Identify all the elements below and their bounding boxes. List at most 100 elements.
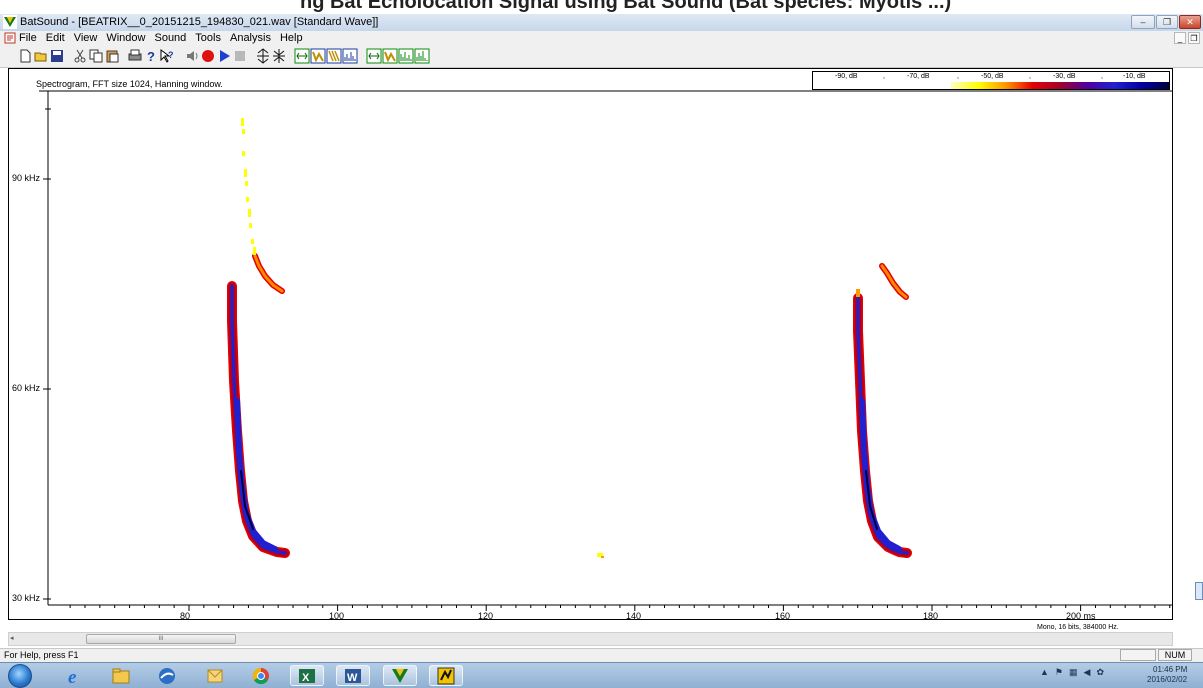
- batsound-icon[interactable]: [383, 665, 417, 686]
- y-tick-60: 60 kHz: [12, 383, 41, 393]
- mdi-minimize-button[interactable]: _: [1174, 32, 1186, 44]
- record-icon[interactable]: [200, 48, 216, 64]
- speaker-icon[interactable]: [184, 48, 200, 64]
- svg-text:W: W: [347, 672, 358, 684]
- document-icon[interactable]: [4, 32, 16, 44]
- scale-label-70: -70, dB: [907, 73, 930, 80]
- outlook-icon[interactable]: [198, 665, 232, 686]
- menu-tools[interactable]: Tools: [195, 32, 221, 44]
- bat-call-1-peak: [240, 470, 254, 530]
- paste-icon[interactable]: [104, 48, 120, 64]
- menu-edit[interactable]: Edit: [45, 32, 65, 44]
- scale-label-90: -90, dB: [835, 73, 858, 80]
- menu-bar: File Edit View Window Sound Tools Analys…: [0, 31, 1203, 47]
- internet-explorer-icon[interactable]: e: [58, 665, 92, 686]
- play-icon[interactable]: [216, 48, 232, 64]
- scale-label-30: -30, dB: [1053, 73, 1076, 80]
- zoom-out-icon[interactable]: [271, 48, 287, 64]
- menu-file[interactable]: File: [19, 32, 37, 44]
- menu-analysis[interactable]: Analysis: [229, 32, 271, 44]
- cropped-banner: ng Bat Echolocation Signal using Bat Sou…: [0, 0, 1203, 14]
- excel-icon[interactable]: X: [290, 665, 324, 686]
- x-tick-180: 180: [923, 611, 939, 621]
- mdi-restore-button[interactable]: ❐: [1188, 32, 1200, 44]
- scale-label-50: -50, dB: [981, 73, 1004, 80]
- noise-blip: [597, 553, 603, 557]
- minimize-button[interactable]: –: [1131, 15, 1155, 29]
- menu-help[interactable]: Help: [279, 32, 303, 44]
- help-icon[interactable]: ?: [143, 48, 159, 64]
- cut-icon[interactable]: [72, 48, 88, 64]
- bat-call-1-harmonic: [252, 253, 285, 294]
- bat-call-1-trace: [251, 239, 254, 244]
- color-scale-bar: [951, 82, 1169, 89]
- cropped-banner-text: ng Bat Echolocation Signal using Bat Sou…: [300, 0, 952, 13]
- format-info: Mono, 16 bits, 384000 Hz.: [1037, 624, 1119, 631]
- spectrogram-panel[interactable]: [8, 68, 1173, 620]
- x-tick-160: 160: [775, 611, 791, 621]
- restore-button[interactable]: ❐: [1156, 15, 1178, 29]
- stop-icon[interactable]: [232, 48, 248, 64]
- horizontal-scrollbar[interactable]: ◂ III: [8, 632, 1173, 646]
- tray-arrow-icon[interactable]: ▲: [1040, 667, 1049, 677]
- wave-3d-icon[interactable]: [398, 48, 414, 64]
- clock-time[interactable]: 01:46 PM: [1153, 665, 1188, 674]
- clock-date[interactable]: 2016/02/02: [1147, 675, 1188, 684]
- file-explorer-icon[interactable]: [104, 665, 138, 686]
- svg-text:?: ?: [168, 50, 174, 60]
- toolbar: ? ?: [0, 46, 1203, 68]
- system-tray: ▲ ⚑ ▦ ◀ ✿: [1040, 667, 1104, 678]
- spectrogram-2-icon[interactable]: [366, 48, 382, 64]
- new-icon[interactable]: [17, 48, 33, 64]
- batsound-logo-icon: [3, 15, 17, 29]
- side-panel-tab-icon[interactable]: [1195, 582, 1203, 600]
- pitch-icon[interactable]: [326, 48, 342, 64]
- chrome-icon[interactable]: [244, 665, 278, 686]
- scroll-left-arrow-icon[interactable]: ◂: [10, 635, 14, 642]
- status-pane: [1120, 649, 1156, 661]
- status-text: For Help, press F1: [4, 650, 79, 660]
- start-button[interactable]: [8, 664, 32, 688]
- tray-security-icon[interactable]: ✿: [1096, 667, 1104, 677]
- power-spectrum-icon[interactable]: [310, 48, 326, 64]
- context-help-icon[interactable]: ?: [159, 48, 175, 64]
- bat-call-2-trace: [856, 289, 860, 297]
- close-button[interactable]: ✕: [1179, 15, 1201, 29]
- menu-sound[interactable]: Sound: [154, 32, 187, 44]
- scale-dot: ,: [1029, 73, 1031, 80]
- zoom-in-icon[interactable]: [255, 48, 271, 64]
- print-icon[interactable]: [127, 48, 143, 64]
- menu-window[interactable]: Window: [106, 32, 146, 44]
- copy-icon[interactable]: [88, 48, 104, 64]
- menu-items: File Edit View Window Sound Tools Analys…: [18, 32, 304, 44]
- scale-dot: ,: [1101, 73, 1103, 80]
- status-bar: For Help, press F1 NUM: [0, 648, 1203, 663]
- bat-call-1-trace: [249, 223, 252, 228]
- bat-call-2-harmonic: [880, 264, 908, 299]
- tray-volume-icon[interactable]: ◀: [1083, 667, 1091, 677]
- spectrogram-icon[interactable]: [294, 48, 310, 64]
- taskbar: e X W ▲ ⚑ ▦ ◀ ✿ 01:46 PM 2016/02/02: [0, 662, 1203, 688]
- bat-call-1-trace: [242, 129, 245, 134]
- bat-call-1-trace: [248, 209, 251, 217]
- spectrum-3d-icon[interactable]: [414, 48, 430, 64]
- waveform-icon[interactable]: [342, 48, 358, 64]
- power-spectrum-2-icon[interactable]: [382, 48, 398, 64]
- svg-text:e: e: [68, 667, 77, 686]
- menu-view[interactable]: View: [73, 32, 98, 44]
- bat-call-1-trace: [245, 181, 248, 186]
- save-icon[interactable]: [49, 48, 65, 64]
- x-tick-100: 100: [329, 611, 345, 621]
- sound-recorder-icon[interactable]: [429, 665, 463, 686]
- bat-call-1-trace: [253, 247, 256, 255]
- scrollbar-thumb[interactable]: III: [86, 634, 236, 644]
- tray-network-icon[interactable]: ▦: [1069, 667, 1078, 677]
- window-title: BatSound - [BEATRIX__0_20151215_194830_0…: [20, 16, 379, 28]
- bat-call-1-trace: [241, 118, 244, 126]
- google-earth-icon[interactable]: [150, 665, 184, 686]
- spectrogram-plot[interactable]: [9, 69, 1174, 621]
- tray-flag-icon[interactable]: ⚑: [1054, 667, 1063, 677]
- scale-dot: ,: [957, 73, 959, 80]
- open-icon[interactable]: [33, 48, 49, 64]
- word-icon[interactable]: W: [336, 665, 370, 686]
